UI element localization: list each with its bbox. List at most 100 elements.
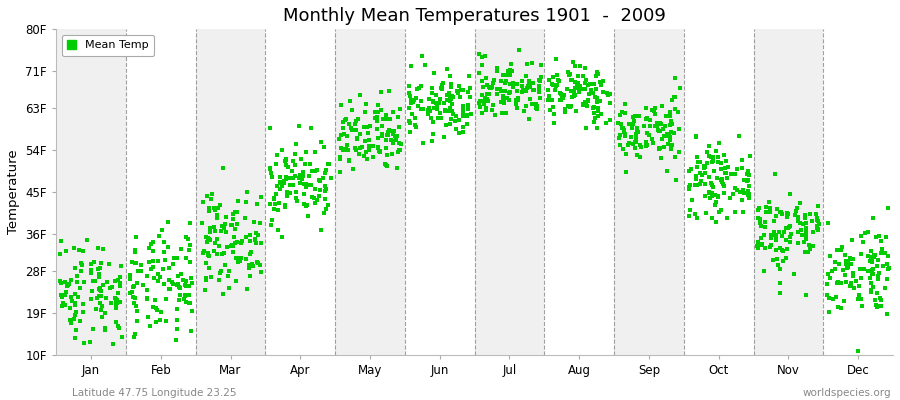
Point: [87, 259, 102, 265]
Point: [830, 247, 844, 253]
Point: [741, 191, 755, 198]
Point: [802, 242, 816, 248]
Point: [790, 229, 805, 236]
Point: [851, 348, 866, 354]
Point: [305, 168, 320, 174]
Point: [429, 92, 444, 98]
Point: [503, 81, 517, 88]
Point: [668, 74, 682, 81]
Point: [839, 258, 853, 264]
Point: [174, 271, 188, 278]
Point: [820, 292, 834, 298]
Point: [763, 242, 778, 248]
Point: [432, 100, 446, 106]
Point: [173, 292, 187, 298]
Point: [798, 220, 813, 227]
Point: [508, 97, 523, 103]
Point: [454, 87, 468, 93]
Point: [616, 127, 631, 133]
Point: [568, 85, 582, 91]
Point: [514, 82, 528, 89]
Point: [425, 89, 439, 96]
Point: [267, 195, 282, 202]
Point: [833, 304, 848, 311]
Point: [128, 331, 142, 337]
Point: [742, 153, 757, 159]
Bar: [195, 29, 266, 355]
Point: [566, 59, 580, 66]
Point: [733, 189, 747, 196]
Point: [557, 92, 572, 98]
Point: [362, 137, 376, 144]
Point: [59, 282, 74, 289]
Point: [434, 84, 448, 91]
Point: [664, 141, 679, 148]
Point: [362, 146, 376, 153]
Point: [310, 167, 325, 174]
Point: [405, 111, 419, 118]
Point: [648, 122, 662, 129]
Point: [336, 119, 350, 126]
Point: [839, 261, 853, 267]
Point: [794, 227, 808, 233]
Point: [272, 200, 286, 206]
Point: [432, 96, 446, 102]
Point: [221, 268, 236, 274]
Point: [110, 296, 124, 303]
Point: [74, 260, 88, 266]
Point: [498, 88, 512, 94]
Point: [664, 129, 679, 136]
Point: [146, 248, 160, 254]
Point: [123, 272, 138, 278]
Point: [345, 106, 359, 113]
Point: [250, 200, 265, 207]
Point: [210, 214, 224, 221]
Point: [434, 115, 448, 122]
Point: [867, 253, 881, 260]
Point: [824, 268, 839, 274]
Point: [445, 101, 459, 107]
Title: Monthly Mean Temperatures 1901  -  2009: Monthly Mean Temperatures 1901 - 2009: [284, 7, 666, 25]
Point: [299, 149, 313, 156]
Point: [254, 269, 268, 276]
Point: [296, 173, 310, 179]
Point: [775, 211, 789, 218]
Point: [734, 189, 749, 196]
Point: [243, 273, 257, 279]
Point: [689, 133, 704, 140]
Point: [182, 247, 196, 254]
Point: [643, 116, 657, 123]
Point: [661, 140, 675, 147]
Bar: [266, 29, 335, 355]
Point: [788, 270, 802, 277]
Point: [403, 97, 418, 103]
Point: [828, 258, 842, 265]
Point: [799, 229, 814, 235]
Point: [617, 101, 632, 107]
Point: [828, 266, 842, 272]
Point: [183, 258, 197, 265]
Point: [506, 80, 520, 86]
Point: [127, 300, 141, 306]
Point: [864, 253, 878, 260]
Point: [207, 205, 221, 211]
Point: [274, 147, 289, 153]
Point: [855, 303, 869, 310]
Point: [562, 103, 576, 110]
Point: [242, 265, 256, 271]
Point: [240, 188, 255, 195]
Point: [730, 166, 744, 172]
Point: [670, 109, 685, 115]
Point: [213, 270, 228, 277]
Point: [76, 309, 90, 315]
Point: [631, 128, 645, 135]
Point: [200, 193, 214, 199]
Point: [317, 144, 331, 150]
Point: [706, 183, 720, 190]
Point: [413, 82, 428, 89]
Point: [771, 229, 786, 236]
Point: [484, 84, 499, 91]
Bar: [126, 29, 195, 355]
Point: [810, 227, 824, 234]
Point: [428, 100, 443, 106]
